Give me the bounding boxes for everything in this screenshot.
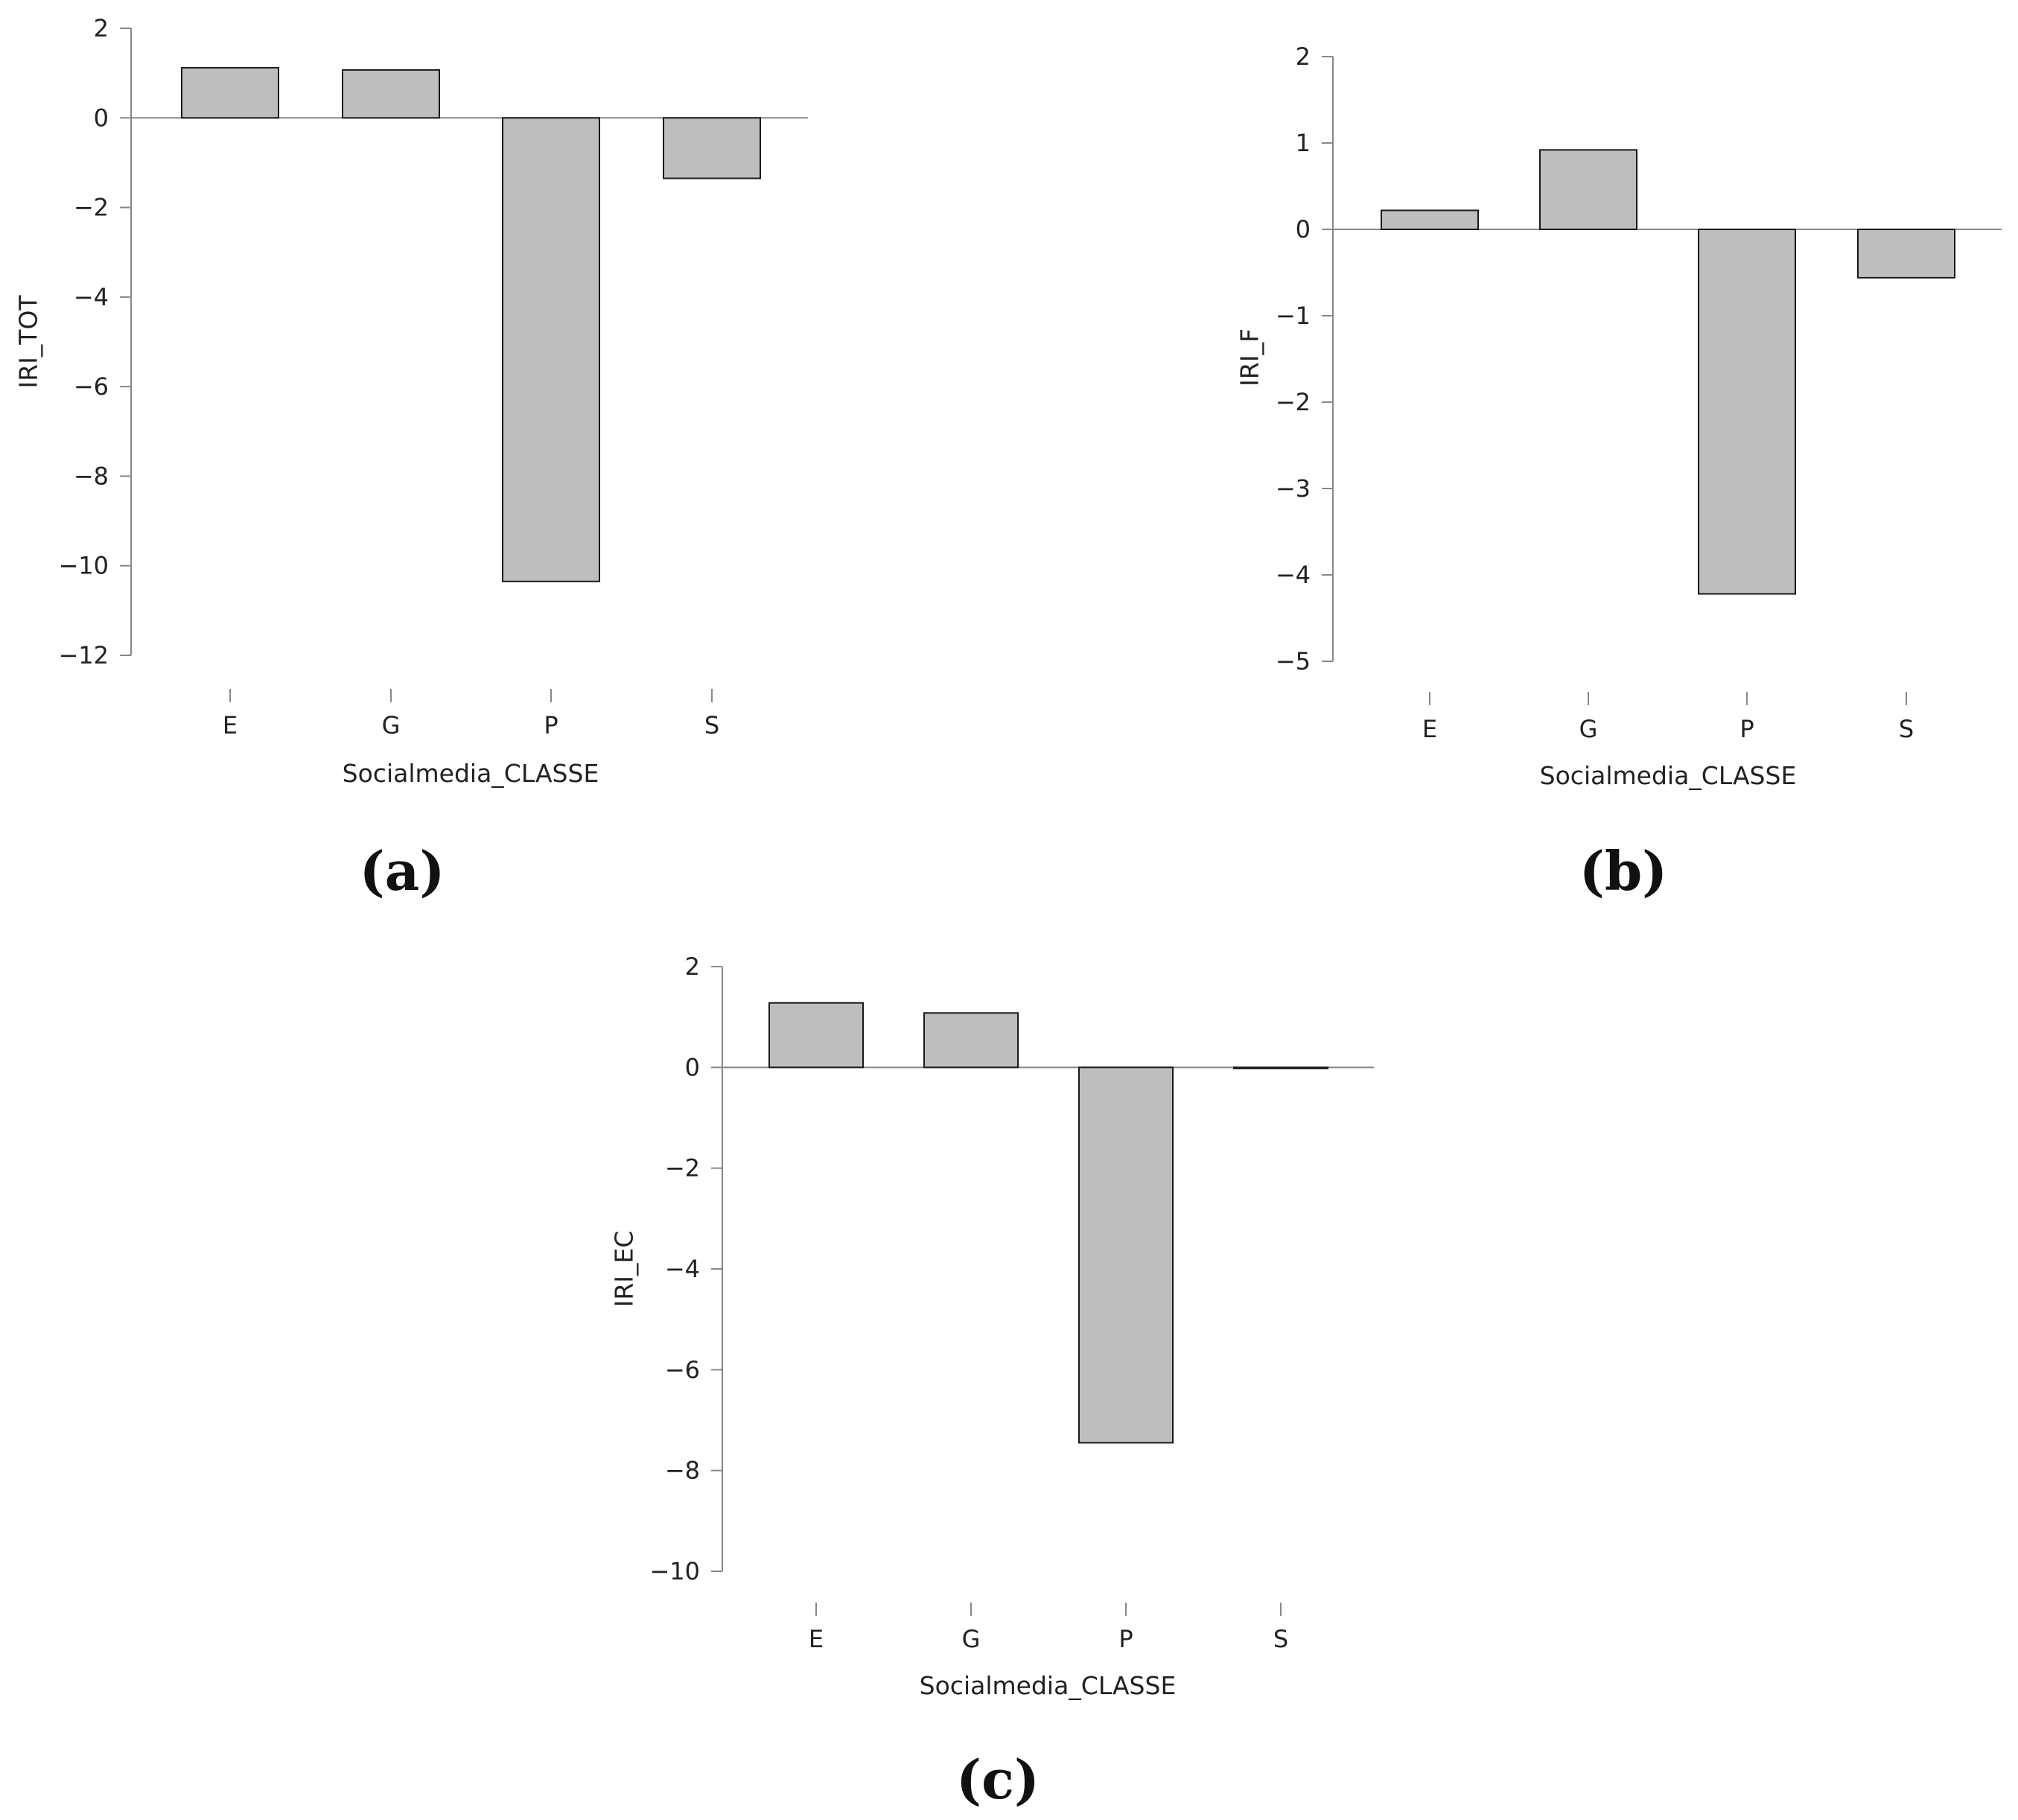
y-axis-label: IRI_TOT	[14, 295, 43, 389]
x-tick-label: G	[382, 711, 401, 739]
x-tick-label: P	[1118, 1625, 1133, 1653]
x-tick-label: S	[1273, 1625, 1288, 1653]
y-tick-label: 0	[685, 1053, 700, 1081]
x-tick-label: E	[223, 711, 238, 739]
y-tick-label: −10	[649, 1557, 700, 1585]
y-tick-label: −4	[1276, 561, 1311, 589]
bar-g	[342, 69, 440, 119]
y-tick-label: 2	[1296, 42, 1311, 71]
y-tick-label: −10	[58, 552, 109, 580]
y-tick-label: −1	[1276, 302, 1311, 330]
y-tick-label: 2	[685, 952, 700, 981]
panel-caption: (b)	[1579, 839, 1667, 903]
x-tick-label: P	[544, 711, 558, 739]
bar-p	[1078, 1066, 1174, 1444]
y-tick-label: −4	[74, 283, 109, 311]
x-tick-label: E	[1422, 715, 1437, 743]
x-tick-label: S	[1899, 715, 1914, 743]
y-tick-label: −2	[1276, 388, 1311, 416]
y-tick-label: −12	[58, 641, 109, 669]
x-axis-label: Socialmedia_CLASSE	[920, 1671, 1177, 1700]
y-tick-label: −8	[74, 462, 109, 490]
x-axis-label: Socialmedia_CLASSE	[343, 759, 599, 788]
y-tick-label: −2	[665, 1154, 700, 1183]
bar-g	[923, 1012, 1019, 1069]
x-tick-label: S	[704, 711, 719, 739]
y-tick-label: −5	[1276, 647, 1311, 675]
y-tick-label: −6	[665, 1355, 700, 1384]
bar-e	[1381, 209, 1479, 231]
y-tick-label: 0	[94, 104, 109, 132]
y-tick-label: −3	[1276, 474, 1311, 503]
bar-e	[181, 66, 279, 119]
chart-panel-b: 2 1 0 −1 −2 −3 −4 −5 E G P S Socialmedia_CLASSE IRI_F…	[1235, 42, 2002, 903]
y-axis-label: IRI_F	[1235, 328, 1264, 386]
bar-e	[768, 1002, 864, 1069]
y-tick-label: −4	[665, 1255, 700, 1283]
chart-panel-a: 2 0 −2 −4 −6 −8 −10 −12 E G P S Socialmedia_CLASSE IR…	[14, 14, 808, 903]
y-tick-label: −6	[74, 372, 109, 401]
bar-s	[1233, 1066, 1328, 1069]
x-tick-label: G	[962, 1625, 981, 1653]
y-tick-label: 1	[1296, 129, 1311, 157]
y-axis-label: IRI_EC	[610, 1231, 639, 1308]
y-tick-label: −8	[665, 1457, 700, 1485]
x-axis-label: Socialmedia_CLASSE	[1540, 761, 1797, 790]
chart-panel-c: 2 0 −2 −4 −6 −8 −10 E G P S Socialmedia_CLASSE IRI_E…	[610, 952, 1374, 1811]
y-tick-label: 0	[1296, 215, 1311, 244]
panel-caption: (a)	[360, 839, 445, 903]
panel-caption: (c)	[956, 1748, 1040, 1811]
x-tick-label: G	[1579, 715, 1598, 743]
x-tick-label: E	[809, 1625, 824, 1653]
bar-s	[663, 117, 761, 179]
bar-s	[1857, 229, 1955, 279]
bar-p	[1698, 229, 1796, 595]
x-tick-label: P	[1740, 715, 1754, 743]
bar-g	[1539, 149, 1637, 230]
y-tick-label: −2	[74, 194, 109, 222]
bar-p	[502, 117, 600, 582]
y-tick-label: 2	[94, 14, 109, 42]
